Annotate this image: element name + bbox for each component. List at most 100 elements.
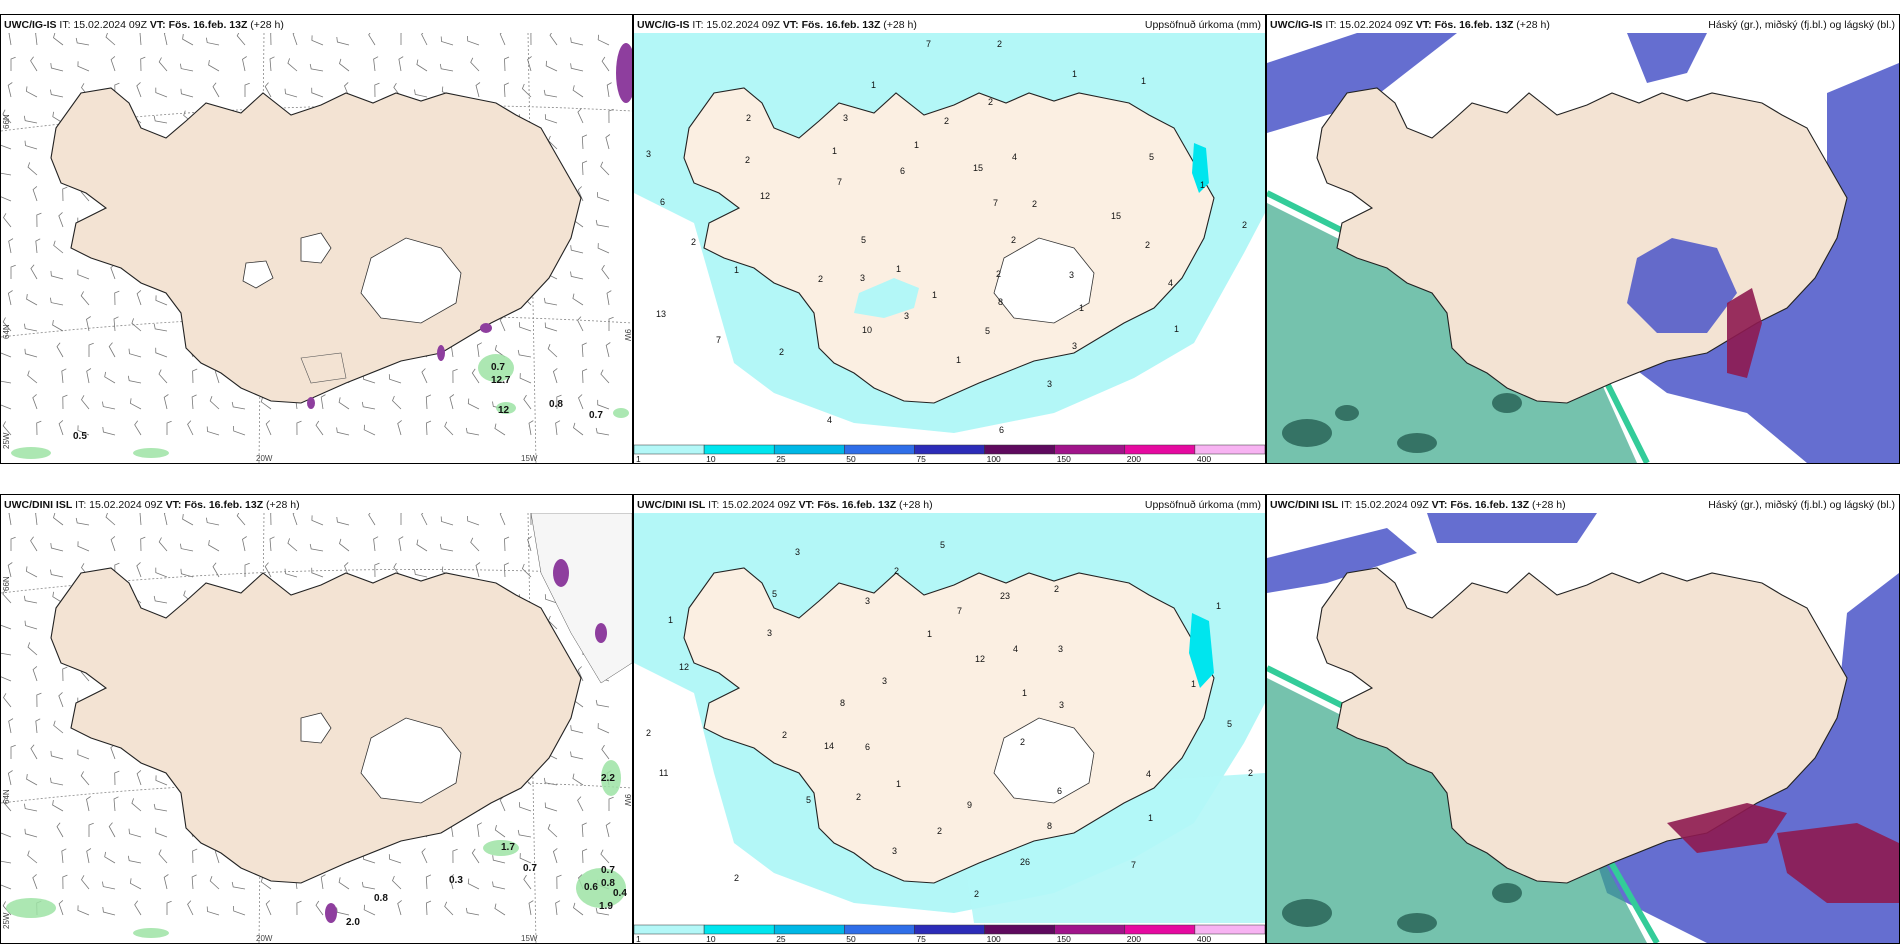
wind-barb bbox=[269, 536, 275, 552]
wind-barb bbox=[50, 89, 64, 98]
wind-barb bbox=[581, 160, 588, 176]
wind-barb bbox=[236, 33, 246, 46]
wind-barb bbox=[1, 196, 12, 202]
precip-value: 2 bbox=[779, 347, 784, 357]
wind-barb bbox=[470, 57, 480, 72]
wind-barb bbox=[108, 342, 116, 358]
wind-barb bbox=[182, 34, 194, 46]
precip-value: 2 bbox=[1248, 768, 1253, 778]
wind-barb bbox=[86, 796, 91, 812]
init-time: IT: 15.02.2024 09Z bbox=[1325, 19, 1413, 31]
wind-barb bbox=[397, 420, 402, 436]
panel-header: UWC/DINI ISL IT: 15.02.2024 09Z VT: Fös.… bbox=[4, 499, 300, 511]
precip-value: 2 bbox=[996, 269, 1001, 279]
wind-barb bbox=[517, 829, 532, 838]
colorbar-label: 50 bbox=[846, 454, 856, 463]
wind-barb bbox=[440, 36, 454, 46]
wind-barb bbox=[155, 775, 168, 786]
wind-barb bbox=[597, 192, 610, 202]
mid-cloud-north bbox=[1267, 528, 1417, 593]
precip-value: 9 bbox=[967, 800, 972, 810]
wind-barb bbox=[62, 186, 68, 202]
colorbar-label: 400 bbox=[1197, 934, 1211, 943]
wind-barb bbox=[80, 291, 90, 306]
wind-barb bbox=[595, 427, 610, 436]
precip-value: 3 bbox=[843, 113, 848, 123]
wind-barb bbox=[572, 293, 584, 306]
wind-barb bbox=[421, 848, 428, 864]
wind-barb bbox=[139, 33, 142, 46]
iceland-landmass bbox=[683, 567, 1215, 884]
hatched-area-east bbox=[530, 513, 632, 684]
colorbar-swatch bbox=[914, 924, 985, 935]
precip-value: 12 bbox=[679, 662, 689, 672]
panel-dini-precip: UWC/DINI ISL IT: 15.02.2024 09Z VT: Fös.… bbox=[633, 494, 1266, 944]
wind-barb bbox=[494, 423, 506, 436]
wind-barb bbox=[570, 245, 584, 254]
colorbar-swatch bbox=[1054, 444, 1126, 455]
wind-barb bbox=[136, 290, 142, 306]
wind-barb bbox=[530, 33, 532, 46]
wind-barb bbox=[519, 373, 532, 384]
wind-barb bbox=[27, 850, 38, 864]
wind-barb bbox=[421, 513, 428, 526]
wind-barb bbox=[570, 37, 584, 46]
lon-label-25: 25W bbox=[2, 912, 11, 929]
wind-barb bbox=[24, 348, 38, 358]
wind-barb bbox=[131, 798, 142, 812]
wind-barb bbox=[153, 803, 168, 812]
wind-barb bbox=[577, 108, 584, 124]
precip-value: 1 bbox=[1141, 76, 1146, 86]
lon-label-15: 15W bbox=[521, 454, 538, 463]
wind-barb bbox=[523, 874, 532, 890]
wind-barb bbox=[32, 186, 38, 202]
wind-barb bbox=[62, 394, 68, 410]
wind-barb bbox=[577, 316, 584, 332]
wind-map: 0.5 0.7 12.7 12 0.8 0.7 66N 64N 25W 20W … bbox=[1, 33, 632, 463]
wind-barb bbox=[368, 513, 376, 526]
colorbar-label: 10 bbox=[706, 454, 716, 463]
wind-barb bbox=[52, 800, 64, 812]
wind-barb bbox=[339, 58, 350, 72]
precip-value: 2 bbox=[1032, 199, 1037, 209]
wind-barb bbox=[212, 562, 220, 578]
wind-barb bbox=[320, 874, 326, 890]
wind-barb bbox=[605, 822, 611, 838]
wind-barb bbox=[127, 375, 142, 384]
precip-value: 2 bbox=[1011, 235, 1016, 245]
wind-barb bbox=[336, 516, 350, 526]
wind-barb bbox=[421, 33, 428, 46]
precip-value: 15 bbox=[1111, 211, 1121, 221]
wind-barb bbox=[50, 569, 64, 578]
wind-barb bbox=[10, 264, 16, 279]
wind-barb bbox=[75, 37, 90, 46]
precip-east-heavy bbox=[1192, 143, 1209, 193]
colorbar-label: 75 bbox=[916, 454, 926, 463]
wind-barb bbox=[296, 420, 302, 436]
wind-value: 0.8 bbox=[601, 878, 615, 889]
wind-barb bbox=[3, 693, 12, 708]
wind-barb bbox=[25, 566, 38, 578]
wind-value: 12.7 bbox=[491, 375, 511, 386]
colorbar-label: 100 bbox=[987, 454, 1001, 463]
wind-barb bbox=[155, 87, 168, 98]
wind-barb bbox=[136, 82, 142, 98]
precip-value: 12 bbox=[975, 654, 985, 664]
precip-value: 8 bbox=[998, 297, 1003, 307]
precip-value: 1 bbox=[1022, 688, 1027, 698]
lon-label-25: 25W bbox=[2, 432, 11, 449]
wind-barb bbox=[32, 874, 38, 890]
lead-time: (+28 h) bbox=[883, 19, 917, 31]
wind-barb bbox=[465, 427, 480, 436]
wind-barb bbox=[363, 904, 376, 916]
wind-barb bbox=[374, 82, 380, 98]
wind-barb bbox=[53, 513, 64, 526]
wind-barb bbox=[50, 543, 64, 552]
wind-barb bbox=[77, 749, 90, 760]
wind-barb bbox=[449, 394, 455, 410]
wind-barb bbox=[499, 796, 506, 812]
wind-barb bbox=[56, 822, 64, 838]
wind-barb bbox=[127, 855, 142, 864]
wind-barb bbox=[136, 562, 142, 578]
